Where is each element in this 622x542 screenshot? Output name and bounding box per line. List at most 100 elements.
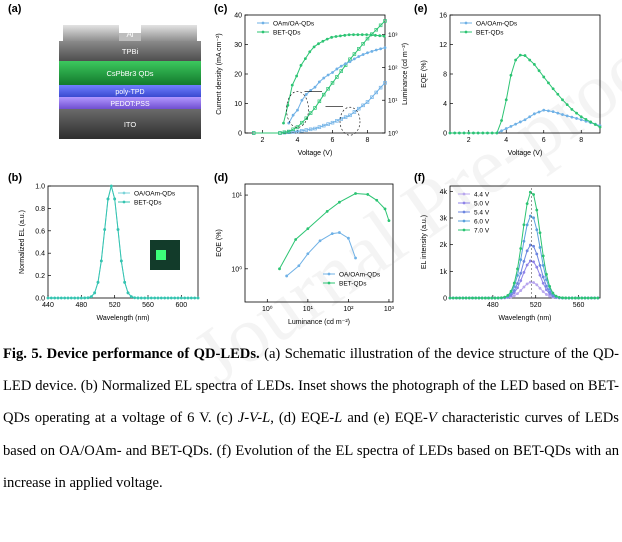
chart-c-series-2-point-21 — [379, 47, 383, 51]
chart-d-series-0-point-1 — [297, 264, 301, 268]
chart-d-ytick-label-1: 10¹ — [232, 193, 243, 200]
chart-f-series-2-point-26 — [532, 244, 535, 248]
chart-f-series-4-point-25 — [528, 190, 532, 194]
chart-c-series-2-line — [288, 47, 386, 124]
chart-e-series-1-point-20 — [542, 75, 546, 79]
layer-label-qds: CsPbBr3 QDs — [106, 69, 153, 78]
chart-b-legend-marker-1 — [122, 200, 126, 204]
chart-d-xtick-label-0: 10⁰ — [262, 305, 273, 313]
chart-f-series-2-point-20 — [512, 289, 516, 292]
chart-c-series-3-point-0 — [282, 121, 285, 125]
chart-f-xtick-label-2: 560 — [573, 302, 585, 309]
chart-c-series-3-point-1 — [286, 103, 290, 107]
chart-c-series-1-line — [253, 20, 386, 134]
chart-e-series-1-point-7 — [481, 131, 485, 135]
chart-e-series-0-point-12 — [504, 127, 508, 130]
caption-s3: and (e) EQE- — [342, 410, 428, 427]
chart-c-legend-label-1: BET-QDs — [273, 30, 301, 37]
chart-b-series-1-point-3 — [56, 296, 60, 300]
chart-d-series-0-point-4 — [330, 232, 334, 236]
chart-f-series-3-point-29 — [541, 263, 545, 267]
chart-f-ytick-label-4: 4k — [440, 189, 448, 196]
caption-s4: characteristic curves of LEDs based on O… — [3, 410, 619, 491]
chart-b-series-1-point-17 — [103, 228, 107, 231]
chart-f-series-2-point-31 — [548, 290, 552, 294]
chart-c-series-0-point-14 — [335, 119, 339, 123]
chart-b-series-1-point-6 — [66, 296, 70, 300]
chart-f-series-2-point-22 — [519, 271, 523, 275]
chart-f-series-4-point-9 — [477, 296, 481, 300]
chart-e-series-0-point-16 — [523, 118, 527, 122]
chart-e-series-0-point-22 — [551, 110, 555, 114]
chart-e-series-0-point-20 — [542, 108, 546, 112]
chart-f-series-1-point-26 — [532, 260, 535, 264]
chart-e-series-1-line — [450, 54, 601, 134]
chart-f-legend-marker-1 — [462, 201, 466, 205]
chart-c-ytick-right-label-2: 10² — [388, 65, 398, 72]
chart-e-xtick-label-0: 2 — [467, 137, 471, 144]
chart-b-series-1-point-2 — [53, 296, 57, 300]
panel-label-a: (a) — [8, 3, 22, 15]
chart-c-series-2-point-4 — [304, 93, 308, 96]
chart-c-series-0-point-12 — [326, 122, 330, 126]
chart-e-frame — [449, 14, 601, 134]
chart-d-series-1-line — [279, 192, 390, 270]
caption-s1: (a) Schematic illustration of the device… — [3, 346, 619, 427]
chart-c-series-3-point-3 — [295, 74, 299, 78]
chart-e-series-0-point-21 — [547, 109, 550, 113]
chart-b-series-1-point-9 — [76, 296, 80, 300]
chart-b-series-1-point-5 — [63, 296, 67, 300]
chart-c-series-1-point-14 — [335, 75, 339, 79]
chart-c-xlabel: Voltage (V) — [298, 150, 333, 157]
chart-e-series-1-point-31 — [593, 123, 597, 126]
chart-d-legend-marker-0 — [327, 272, 331, 276]
chart-d-series-0-point-2 — [306, 252, 310, 256]
chart-c-series-0-point-20 — [361, 103, 365, 108]
chart-f-series-4-point-1 — [451, 296, 455, 300]
chart-c-ytick-label-2: 20 — [234, 72, 242, 79]
chart-e-series-1-point-19 — [537, 69, 541, 73]
chart-b-series-1-point-19 — [109, 184, 113, 188]
chart-f-series-4-point-27 — [535, 208, 539, 212]
chart-c-series-2-point-22 — [383, 46, 387, 50]
chart-c-series-2-point-3 — [300, 98, 304, 102]
chart-c-series-1-point-19 — [357, 47, 361, 51]
chart-e-series-1-point-2 — [457, 131, 461, 135]
chart-b-series-1-point-31 — [149, 296, 153, 300]
chart-f-series-4-point-7 — [471, 296, 474, 300]
chart-d-series-0-point-5 — [338, 231, 341, 234]
chart-c-series-2-point-17 — [361, 53, 365, 56]
chart-e-series-0-point-13 — [509, 124, 513, 128]
chart-f-series-4-point-21 — [516, 267, 519, 271]
chart-d-series-0-point-3 — [318, 239, 322, 243]
chart-e-series-0-point-27 — [575, 117, 578, 120]
chart-c-series-0-point-25 — [383, 81, 387, 85]
layer-ito — [59, 109, 201, 139]
chart-b-series-1-point-35 — [163, 296, 167, 300]
chart-d-svg: Luminance (cd m⁻²) EQE (%) 10⁰ 10¹ 10² 10³ 10⁰… — [216, 183, 395, 326]
chart-c-series-1-point-12 — [326, 86, 330, 91]
layer-al-left — [63, 25, 119, 41]
chart-e: Voltage (V) EQE (%) 2 4 6 8 0 4 8 12 16 OA/OAm-QDs B… — [410, 5, 622, 170]
chart-c-circle-1 — [286, 91, 309, 128]
chart-e-series-1-point-15 — [518, 53, 522, 57]
chart-b-series-1-point-11 — [83, 296, 87, 300]
chart-f-series-0-point-20 — [512, 294, 516, 298]
chart-f-series-1-point-28 — [538, 273, 542, 277]
chart-b-xtick-label-2: 520 — [109, 302, 121, 309]
chart-c-series-0-point-6 — [300, 129, 304, 133]
chart-e-series-1-point-5 — [472, 131, 475, 135]
chart-b-series-1-point-1 — [49, 296, 53, 300]
chart-c-series-0-point-5 — [295, 129, 300, 134]
chart-d-xtick-label-1: 10¹ — [303, 306, 314, 313]
chart-b-series-1-point-27 — [136, 296, 140, 300]
chart-c-series-3-point-15 — [347, 33, 351, 37]
chart-d-series-1-point-6 — [366, 193, 370, 196]
chart-f-ytick-label-2: 2k — [440, 242, 448, 249]
chart-c-series-0-point-15 — [339, 117, 344, 121]
chart-c-series-0-point-23 — [374, 90, 379, 95]
chart-f-series-4-point-43 — [586, 296, 590, 300]
chart-f-series-0-point-24 — [525, 282, 529, 286]
chart-e-legend-label-0: OA/OAm-QDs — [476, 21, 518, 28]
chart-d-series-1-point-8 — [383, 207, 387, 211]
